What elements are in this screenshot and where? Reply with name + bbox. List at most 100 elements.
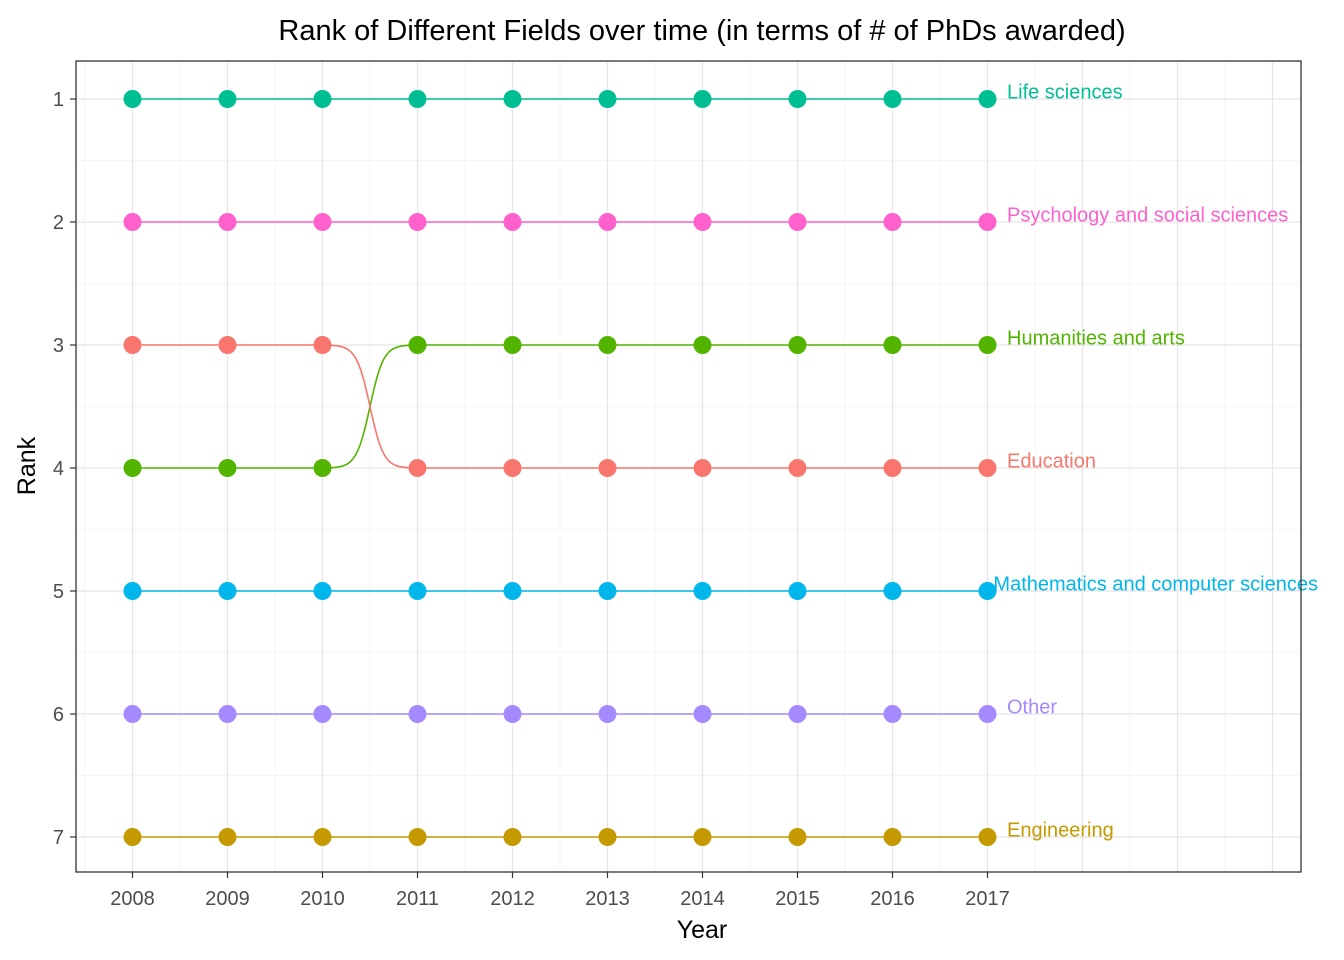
- data-point: [313, 336, 332, 354]
- plot-background: [76, 61, 1301, 872]
- data-point: [978, 213, 997, 231]
- y-tick-label: 7: [53, 827, 64, 849]
- data-point: [978, 90, 997, 108]
- data-point: [693, 705, 712, 723]
- data-point: [693, 828, 712, 846]
- data-point: [788, 828, 807, 846]
- series-label: Psychology and social sciences: [1007, 205, 1288, 227]
- data-point: [218, 90, 237, 108]
- x-tick-label: 2014: [680, 888, 725, 910]
- data-point: [123, 582, 142, 600]
- data-point: [408, 828, 427, 846]
- data-point: [883, 705, 902, 723]
- y-tick-label: 3: [53, 335, 64, 357]
- y-tick-label: 2: [53, 212, 64, 234]
- data-point: [598, 213, 617, 231]
- data-point: [313, 213, 332, 231]
- data-point: [408, 459, 427, 477]
- x-axis-title: Year: [677, 916, 728, 944]
- data-point: [788, 459, 807, 477]
- x-tick-label: 2012: [490, 888, 535, 910]
- data-point: [123, 459, 142, 477]
- x-tick-label: 2011: [396, 888, 439, 910]
- data-point: [313, 828, 332, 846]
- data-point: [598, 336, 617, 354]
- series-label: Mathematics and computer sciences: [993, 574, 1318, 596]
- y-axis: 1 2 3 4 5 6 7: [53, 89, 76, 849]
- x-tick-label: 2013: [585, 888, 630, 910]
- y-tick-label: 6: [53, 704, 64, 726]
- series-points: [123, 90, 997, 846]
- plot-border: [75, 60, 1302, 873]
- data-point: [693, 90, 712, 108]
- data-point: [978, 459, 997, 477]
- data-point: [218, 828, 237, 846]
- chart-title: Rank of Different Fields over time (in t…: [278, 15, 1125, 47]
- data-point: [408, 213, 427, 231]
- data-point: [503, 582, 522, 600]
- plot-area: Life sciences Psychology and social scien…: [75, 60, 1318, 873]
- series-label: Humanities and arts: [1007, 328, 1185, 350]
- x-tick-label: 2008: [110, 888, 155, 910]
- data-point: [503, 705, 522, 723]
- x-tick-label: 2016: [870, 888, 915, 910]
- series-label: Engineering: [1007, 820, 1114, 842]
- x-tick-label: 2009: [205, 888, 250, 910]
- series-labels: Life sciences Psychology and social scien…: [993, 82, 1318, 842]
- data-point: [693, 459, 712, 477]
- data-point: [883, 213, 902, 231]
- data-point: [408, 582, 427, 600]
- data-point: [503, 90, 522, 108]
- data-point: [503, 336, 522, 354]
- data-point: [123, 336, 142, 354]
- y-tick-label: 5: [53, 581, 64, 603]
- data-point: [788, 90, 807, 108]
- data-point: [788, 582, 807, 600]
- data-point: [408, 705, 427, 723]
- data-point: [408, 90, 427, 108]
- data-point: [598, 828, 617, 846]
- data-point: [313, 582, 332, 600]
- data-point: [978, 582, 997, 600]
- data-point: [693, 213, 712, 231]
- data-point: [218, 705, 237, 723]
- x-tick-label: 2015: [775, 888, 820, 910]
- data-point: [218, 336, 237, 354]
- x-tick-label: 2010: [300, 888, 345, 910]
- data-point: [218, 582, 237, 600]
- data-point: [788, 705, 807, 723]
- data-point: [788, 336, 807, 354]
- data-point: [693, 336, 712, 354]
- series-label: Education: [1007, 451, 1096, 473]
- x-tick-label: 2017: [965, 888, 1010, 910]
- data-point: [503, 828, 522, 846]
- y-axis-title: Rank: [13, 436, 41, 495]
- data-point: [123, 705, 142, 723]
- data-point: [978, 336, 997, 354]
- data-point: [598, 459, 617, 477]
- x-axis: 2008 2009 2010 2011 2012 2013 2014 2015 2016 2017: [110, 872, 1010, 910]
- data-point: [218, 459, 237, 477]
- data-point: [503, 459, 522, 477]
- series-label: Other: [1007, 697, 1057, 719]
- data-point: [123, 90, 142, 108]
- data-point: [313, 90, 332, 108]
- data-point: [978, 705, 997, 723]
- data-point: [978, 828, 997, 846]
- data-point: [883, 582, 902, 600]
- data-point: [123, 828, 142, 846]
- data-point: [598, 582, 617, 600]
- data-point: [408, 336, 427, 354]
- grid-minor: [76, 61, 1301, 872]
- data-point: [693, 582, 712, 600]
- y-tick-label: 4: [53, 458, 64, 480]
- data-point: [883, 828, 902, 846]
- data-point: [883, 90, 902, 108]
- series-label: Life sciences: [1007, 82, 1123, 104]
- data-point: [598, 705, 617, 723]
- data-point: [598, 90, 617, 108]
- data-point: [313, 459, 332, 477]
- data-point: [883, 336, 902, 354]
- data-point: [218, 213, 237, 231]
